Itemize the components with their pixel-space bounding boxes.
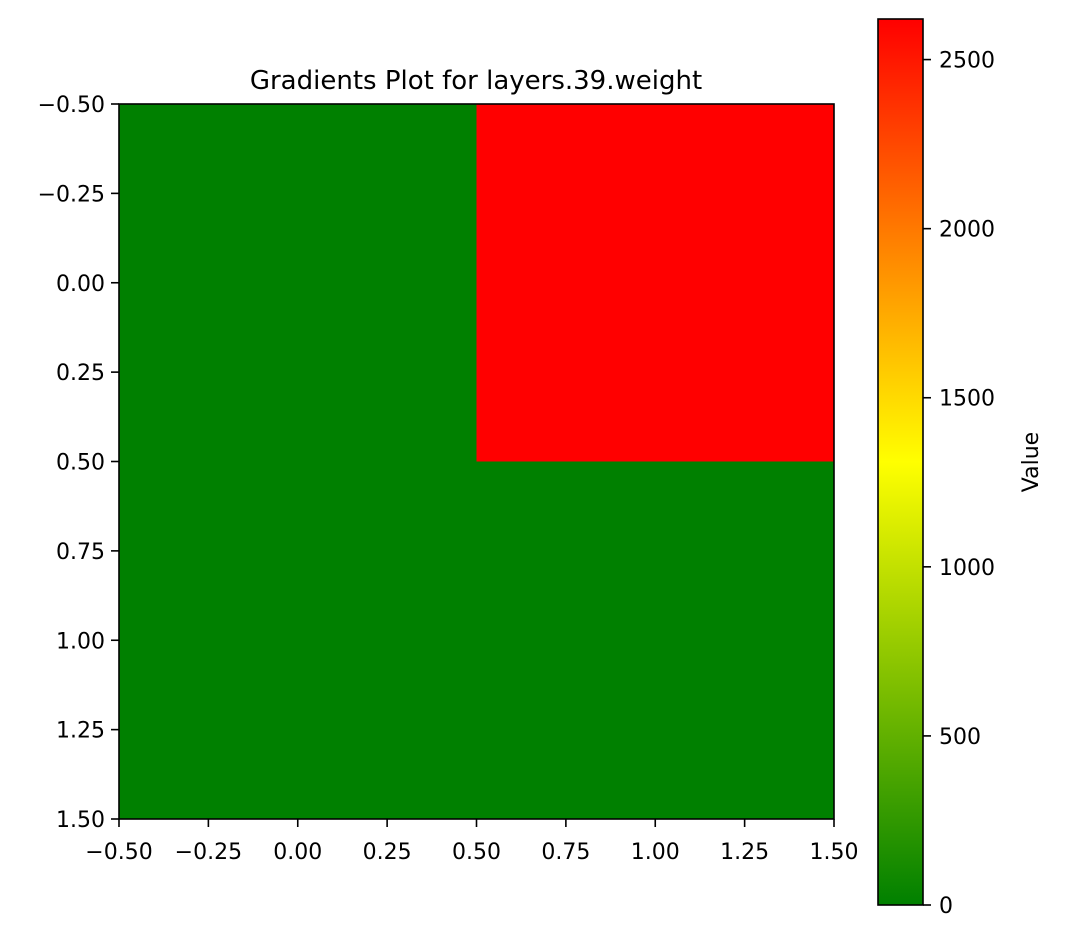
- heatmap-cells: [119, 104, 834, 819]
- x-tick-label: 0.25: [363, 840, 412, 865]
- colorbar-tick-label: 2000: [939, 218, 995, 243]
- colorbar-label: Value: [1019, 432, 1044, 492]
- colorbar-tick-label: 1500: [939, 387, 995, 412]
- heatmap-cell: [119, 104, 477, 462]
- y-tick-label: 0.50: [56, 451, 105, 476]
- x-axis: −0.50 −0.25 0.00 0.25 0.50 0.75 1.00 1.25 1.50: [85, 819, 858, 865]
- x-tick-label: −0.25: [175, 840, 242, 865]
- x-tick-label: −0.50: [85, 840, 152, 865]
- colorbar-tick-label: 500: [939, 725, 981, 750]
- x-tick-label: 1.50: [810, 840, 859, 865]
- y-tick-label: 1.25: [56, 719, 105, 744]
- y-tick-label: −0.50: [38, 93, 105, 118]
- x-tick-label: 0.50: [452, 840, 501, 865]
- colorbar-tick-label: 1000: [939, 556, 995, 581]
- y-axis: −0.50 −0.25 0.00 0.25 0.50 0.75 1.00 1.25 1.50: [38, 93, 119, 833]
- x-tick-label: 1.00: [631, 840, 680, 865]
- colorbar: [877, 18, 924, 906]
- heatmap-cell: [476, 461, 834, 819]
- y-tick-label: −0.25: [38, 182, 105, 207]
- colorbar-axis: 0 500 1000 1500 2000 2500: [923, 49, 995, 919]
- x-tick-label: 1.25: [720, 840, 769, 865]
- y-tick-label: 0.25: [56, 361, 105, 386]
- y-tick-label: 0.75: [56, 540, 105, 565]
- y-tick-label: 0.00: [56, 272, 105, 297]
- x-tick-label: 0.75: [541, 840, 590, 865]
- colorbar-tick-label: 0: [939, 894, 953, 919]
- x-tick-label: 0.00: [273, 840, 322, 865]
- y-tick-label: 1.00: [56, 629, 105, 654]
- chart-title: Gradients Plot for layers.39.weight: [250, 66, 702, 96]
- colorbar-tick-label: 2500: [939, 49, 995, 74]
- y-tick-label: 1.50: [56, 808, 105, 833]
- heatmap-cell: [476, 104, 834, 462]
- heatmap-cell: [119, 461, 477, 819]
